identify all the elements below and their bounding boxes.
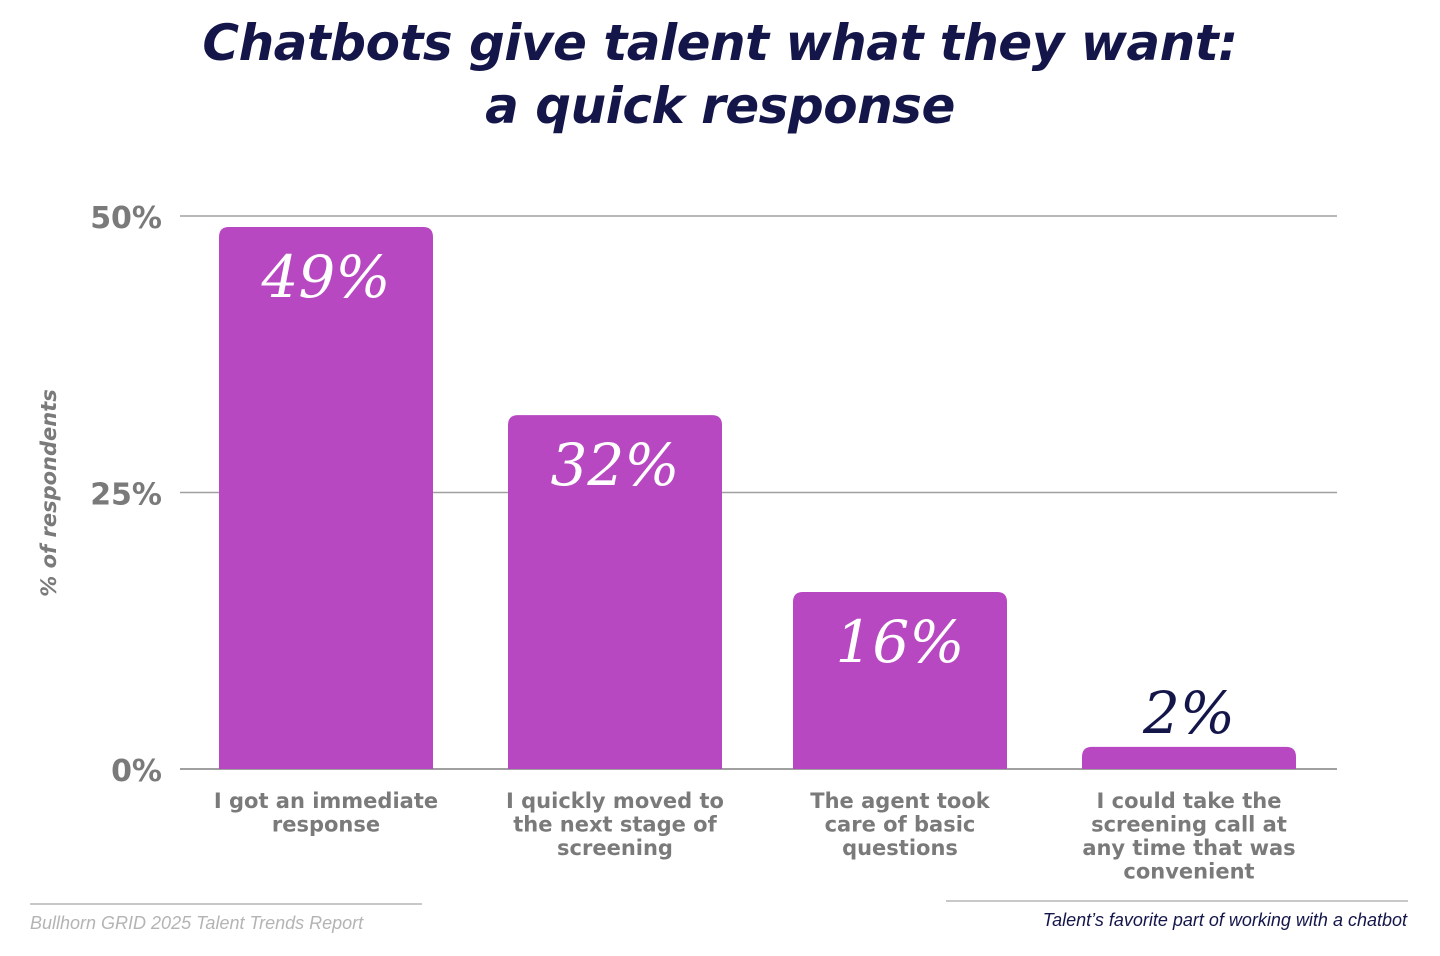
y-tick-label: 50% — [90, 201, 162, 236]
data-label: 32% — [551, 431, 680, 499]
chart-title: Chatbots give talent what they want: a q… — [0, 12, 1440, 138]
y-axis-title: % of respondents — [37, 389, 61, 597]
x-tick-label: I quickly moved to the next stage of scree… — [506, 789, 724, 860]
footer-divider-right — [946, 900, 1408, 902]
data-label: 16% — [836, 608, 965, 676]
bar-chart: 49% 32% 16% 2% 0% 25% 50% % of respondents I go… — [37, 201, 1337, 884]
source-note: Bullhorn GRID 2025 Talent Trends Report — [30, 913, 364, 933]
data-label: 49% — [261, 243, 391, 311]
x-tick-label: The agent took care of basic questions — [810, 789, 990, 860]
y-tick-label: 25% — [90, 478, 162, 513]
bar — [793, 592, 1007, 769]
chart-title-line-2: a quick response — [485, 77, 955, 135]
data-label: 2% — [1142, 679, 1235, 747]
bar — [508, 415, 722, 769]
footer-divider-left — [30, 903, 422, 905]
bar — [1082, 746, 1296, 769]
chart-title-line-1: Chatbots give talent what they want: — [202, 14, 1238, 72]
x-tick-label: I got an immediate response — [214, 789, 438, 837]
bar — [219, 227, 433, 769]
y-tick-label: 0% — [111, 754, 162, 789]
x-tick-label: I could take the screening call at any tim… — [1082, 789, 1295, 884]
chart-caption: Talent’s favorite part of working with a… — [1042, 910, 1407, 930]
